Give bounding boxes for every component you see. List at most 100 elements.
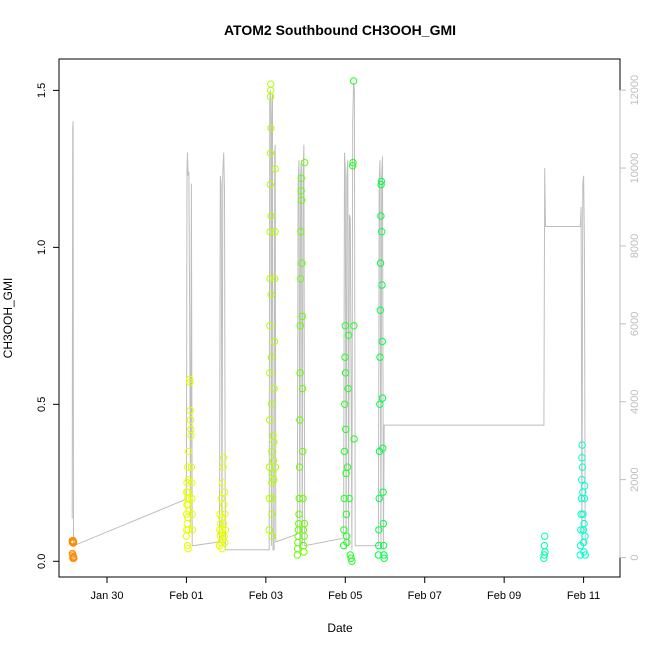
data-point bbox=[377, 177, 386, 186]
y-tick-label: 0.5 bbox=[36, 397, 48, 412]
y-tick-label: 1.0 bbox=[36, 240, 48, 255]
data-point bbox=[186, 375, 194, 383]
data-point bbox=[266, 149, 275, 157]
data-point bbox=[183, 519, 192, 528]
data-point bbox=[270, 384, 278, 393]
data-point bbox=[375, 526, 383, 534]
data-point bbox=[378, 228, 386, 236]
data-point bbox=[580, 519, 588, 528]
data-point bbox=[376, 353, 384, 361]
data-point bbox=[344, 331, 353, 339]
data-point bbox=[219, 463, 227, 471]
data-point bbox=[581, 551, 589, 559]
data-point bbox=[299, 447, 307, 456]
data-point bbox=[345, 494, 353, 503]
data-point bbox=[340, 526, 348, 534]
data-point bbox=[541, 548, 549, 556]
data-point bbox=[577, 526, 585, 534]
data-point bbox=[221, 526, 230, 534]
data-point bbox=[267, 353, 276, 361]
data-point bbox=[578, 463, 587, 471]
x-tick-label: Feb 07 bbox=[408, 590, 442, 602]
data-point bbox=[295, 510, 303, 518]
data-point bbox=[344, 384, 352, 393]
data-point bbox=[380, 551, 388, 559]
data-point bbox=[271, 228, 279, 236]
data-point bbox=[541, 532, 549, 540]
data-point bbox=[581, 532, 589, 540]
data-point bbox=[266, 228, 274, 236]
y-tick-label: 1.5 bbox=[36, 83, 48, 98]
altitude-line-layer bbox=[71, 82, 586, 551]
data-point bbox=[293, 551, 301, 559]
data-point bbox=[186, 378, 194, 387]
data-point bbox=[267, 124, 275, 132]
altitude-line bbox=[71, 82, 586, 551]
data-point bbox=[340, 494, 348, 503]
y2-tick-label: 8000 bbox=[629, 234, 641, 258]
data-point bbox=[300, 548, 308, 556]
data-point bbox=[580, 494, 589, 503]
data-point bbox=[182, 532, 191, 540]
data-point bbox=[188, 494, 196, 503]
data-point bbox=[374, 551, 383, 559]
data-point bbox=[380, 554, 388, 562]
x-tick-label: Feb 09 bbox=[487, 590, 521, 602]
data-point bbox=[540, 541, 549, 550]
data-point bbox=[297, 174, 306, 183]
data-point bbox=[295, 463, 304, 471]
data-point bbox=[297, 187, 305, 195]
data-point bbox=[268, 510, 276, 518]
chart-title: ATOM2 Southbound CH3OOH_GMI bbox=[224, 22, 456, 38]
data-points-layer bbox=[68, 77, 589, 565]
data-point bbox=[376, 400, 384, 408]
data-point bbox=[187, 432, 195, 440]
data-point bbox=[221, 538, 229, 547]
data-point bbox=[379, 519, 388, 528]
y2-tick-label: 0 bbox=[629, 554, 641, 560]
data-point bbox=[270, 337, 279, 346]
data-point bbox=[379, 488, 387, 496]
data-point bbox=[577, 510, 585, 518]
x-tick-label: Feb 01 bbox=[169, 590, 203, 602]
data-point bbox=[271, 275, 279, 283]
data-point bbox=[295, 494, 303, 503]
data-point bbox=[267, 212, 275, 220]
data-point bbox=[375, 494, 383, 503]
data-point bbox=[578, 441, 586, 449]
data-point bbox=[267, 400, 276, 408]
data-point bbox=[377, 180, 385, 189]
x-tick-label: Jan 30 bbox=[90, 590, 123, 602]
data-point bbox=[220, 501, 228, 509]
data-point bbox=[379, 541, 388, 550]
data-point bbox=[69, 538, 78, 547]
y-axis-right: 0 2000 4000 6000 8000 10000 12000 bbox=[619, 75, 641, 561]
y2-tick-label: 10000 bbox=[629, 153, 641, 184]
data-point bbox=[220, 488, 229, 496]
x-axis: Jan 30 Feb 01 Feb 03 Feb 05 Feb 07 Feb 09 Feb … bbox=[90, 576, 600, 602]
data-point bbox=[187, 463, 196, 471]
data-point bbox=[186, 416, 195, 424]
data-point bbox=[295, 519, 303, 528]
data-point bbox=[347, 554, 355, 562]
data-point bbox=[269, 457, 277, 465]
data-point bbox=[70, 554, 78, 562]
y2-tick-label: 12000 bbox=[629, 75, 641, 106]
data-point bbox=[342, 510, 351, 518]
data-point bbox=[349, 162, 357, 170]
data-point bbox=[186, 406, 195, 415]
data-point bbox=[217, 494, 225, 503]
data-point bbox=[341, 369, 350, 377]
data-point bbox=[267, 80, 275, 88]
data-point bbox=[270, 438, 278, 446]
data-point bbox=[300, 519, 309, 528]
data-point bbox=[378, 394, 387, 402]
data-point bbox=[266, 322, 274, 330]
y2-tick-label: 2000 bbox=[629, 467, 641, 491]
data-point bbox=[268, 532, 276, 540]
data-point bbox=[271, 165, 279, 173]
data-point bbox=[343, 538, 351, 547]
data-point bbox=[188, 479, 196, 487]
data-point bbox=[221, 510, 229, 518]
data-point bbox=[188, 526, 197, 534]
